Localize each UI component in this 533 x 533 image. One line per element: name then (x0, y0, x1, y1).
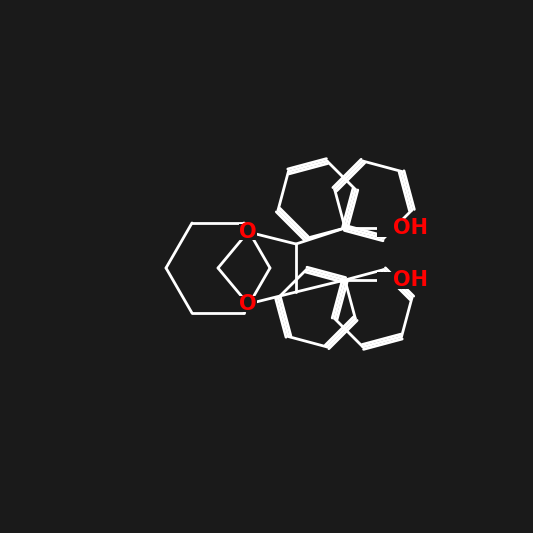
Bar (377, 220, 409, 237)
Bar (377, 271, 409, 288)
Bar (239, 224, 257, 240)
Text: O: O (239, 294, 257, 314)
Text: OH: OH (393, 218, 428, 238)
Text: OH: OH (393, 270, 428, 290)
Text: O: O (239, 222, 257, 242)
Bar (239, 296, 257, 312)
